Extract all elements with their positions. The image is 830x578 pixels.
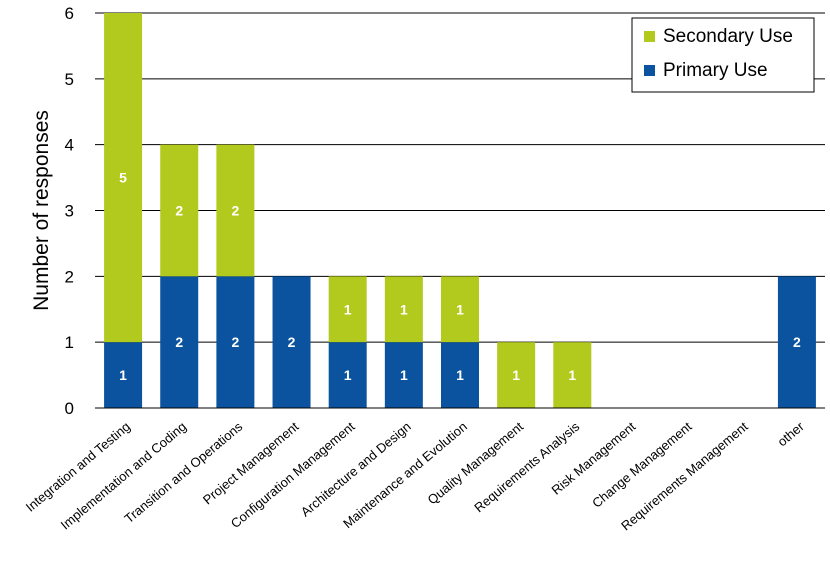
x-category-label: Requirements Analysis xyxy=(471,418,582,515)
x-category-label: Architecture and Design xyxy=(298,419,414,520)
bar-segment xyxy=(553,342,592,408)
bar-segment xyxy=(384,342,423,408)
legend-label: Primary Use xyxy=(663,60,768,81)
data-label: 1 xyxy=(456,301,464,317)
bar-segment xyxy=(160,144,199,277)
bar-segment xyxy=(384,276,423,343)
y-tick-label: 1 xyxy=(65,333,74,352)
legend-label: Secondary Use xyxy=(663,26,793,47)
bar-segment xyxy=(328,342,367,408)
data-label: 2 xyxy=(175,334,183,350)
y-axis-ticks: 0 1 2 3 4 5 6 xyxy=(65,4,74,418)
bar-segment xyxy=(497,342,536,408)
bar-segment xyxy=(160,276,199,408)
legend-box xyxy=(631,17,815,93)
bars xyxy=(104,13,816,408)
data-label: 1 xyxy=(456,367,464,383)
data-label: 1 xyxy=(400,301,408,317)
bar-segment xyxy=(216,276,255,408)
x-category-label: other xyxy=(775,418,808,449)
x-category-label: Change Management xyxy=(589,419,695,511)
y-tick-label: 4 xyxy=(65,136,74,155)
bar-segment xyxy=(104,13,143,343)
data-label: 2 xyxy=(231,334,239,350)
legend-swatch xyxy=(644,31,655,42)
x-category-label: Project Management xyxy=(200,419,302,508)
bar-segment xyxy=(328,276,367,343)
data-label: 1 xyxy=(512,367,520,383)
data-label: 2 xyxy=(288,334,296,350)
bar-segment xyxy=(216,144,255,277)
data-label: 1 xyxy=(344,367,352,383)
data-label: 1 xyxy=(568,367,576,383)
x-category-label: Quality Management xyxy=(425,419,527,508)
y-tick-label: 6 xyxy=(65,4,74,23)
x-category-label: Integration and Testing xyxy=(23,419,133,515)
bar-segment xyxy=(272,276,311,408)
y-tick-label: 2 xyxy=(65,267,74,286)
bar-segment xyxy=(441,276,479,343)
y-tick-label: 3 xyxy=(65,202,74,221)
data-label: 2 xyxy=(231,203,239,219)
data-label: 1 xyxy=(119,367,127,383)
data-labels: 1 5 2 2 2 2 2 1 1 1 1 1 1 1 1 2 xyxy=(119,170,801,384)
data-label: 1 xyxy=(400,367,408,383)
data-label: 1 xyxy=(344,301,352,317)
y-axis-label: Number of responses xyxy=(30,110,53,311)
y-tick-label: 0 xyxy=(65,399,74,418)
bar-segment xyxy=(104,342,143,408)
y-tick-label: 5 xyxy=(65,70,74,89)
bar-segment xyxy=(441,342,479,408)
legend-swatch xyxy=(644,65,655,76)
data-label: 2 xyxy=(793,334,801,350)
bar-segment xyxy=(777,276,816,408)
data-label: 2 xyxy=(175,203,183,219)
data-label: 5 xyxy=(119,170,127,186)
legend: Secondary Use Primary Use xyxy=(631,17,815,93)
